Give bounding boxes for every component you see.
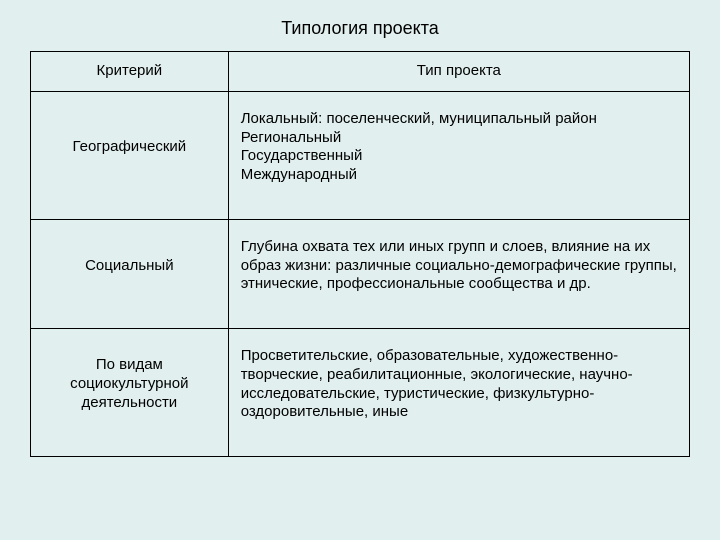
- slide-title: Типология проекта: [30, 18, 690, 39]
- cell-criterion: Географический: [31, 91, 229, 219]
- cell-desc: Просветительские, образовательные, худож…: [228, 329, 689, 457]
- cell-criterion: По видам социокультурной деятельности: [31, 329, 229, 457]
- cell-criterion: Социальный: [31, 219, 229, 328]
- typology-table: Критерий Тип проекта Географический Лока…: [30, 51, 690, 457]
- table-row: Социальный Глубина охвата тех или иных г…: [31, 219, 690, 328]
- slide: Типология проекта Критерий Тип проекта Г…: [0, 0, 720, 540]
- cell-desc: Глубина охвата тех или иных групп и слое…: [228, 219, 689, 328]
- col-header-criterion: Критерий: [31, 52, 229, 92]
- table-row: По видам социокультурной деятельности Пр…: [31, 329, 690, 457]
- col-header-type: Тип проекта: [228, 52, 689, 92]
- table-row: Географический Локальный: поселенческий,…: [31, 91, 690, 219]
- cell-desc: Локальный: поселенческий, муниципальный …: [228, 91, 689, 219]
- table-header-row: Критерий Тип проекта: [31, 52, 690, 92]
